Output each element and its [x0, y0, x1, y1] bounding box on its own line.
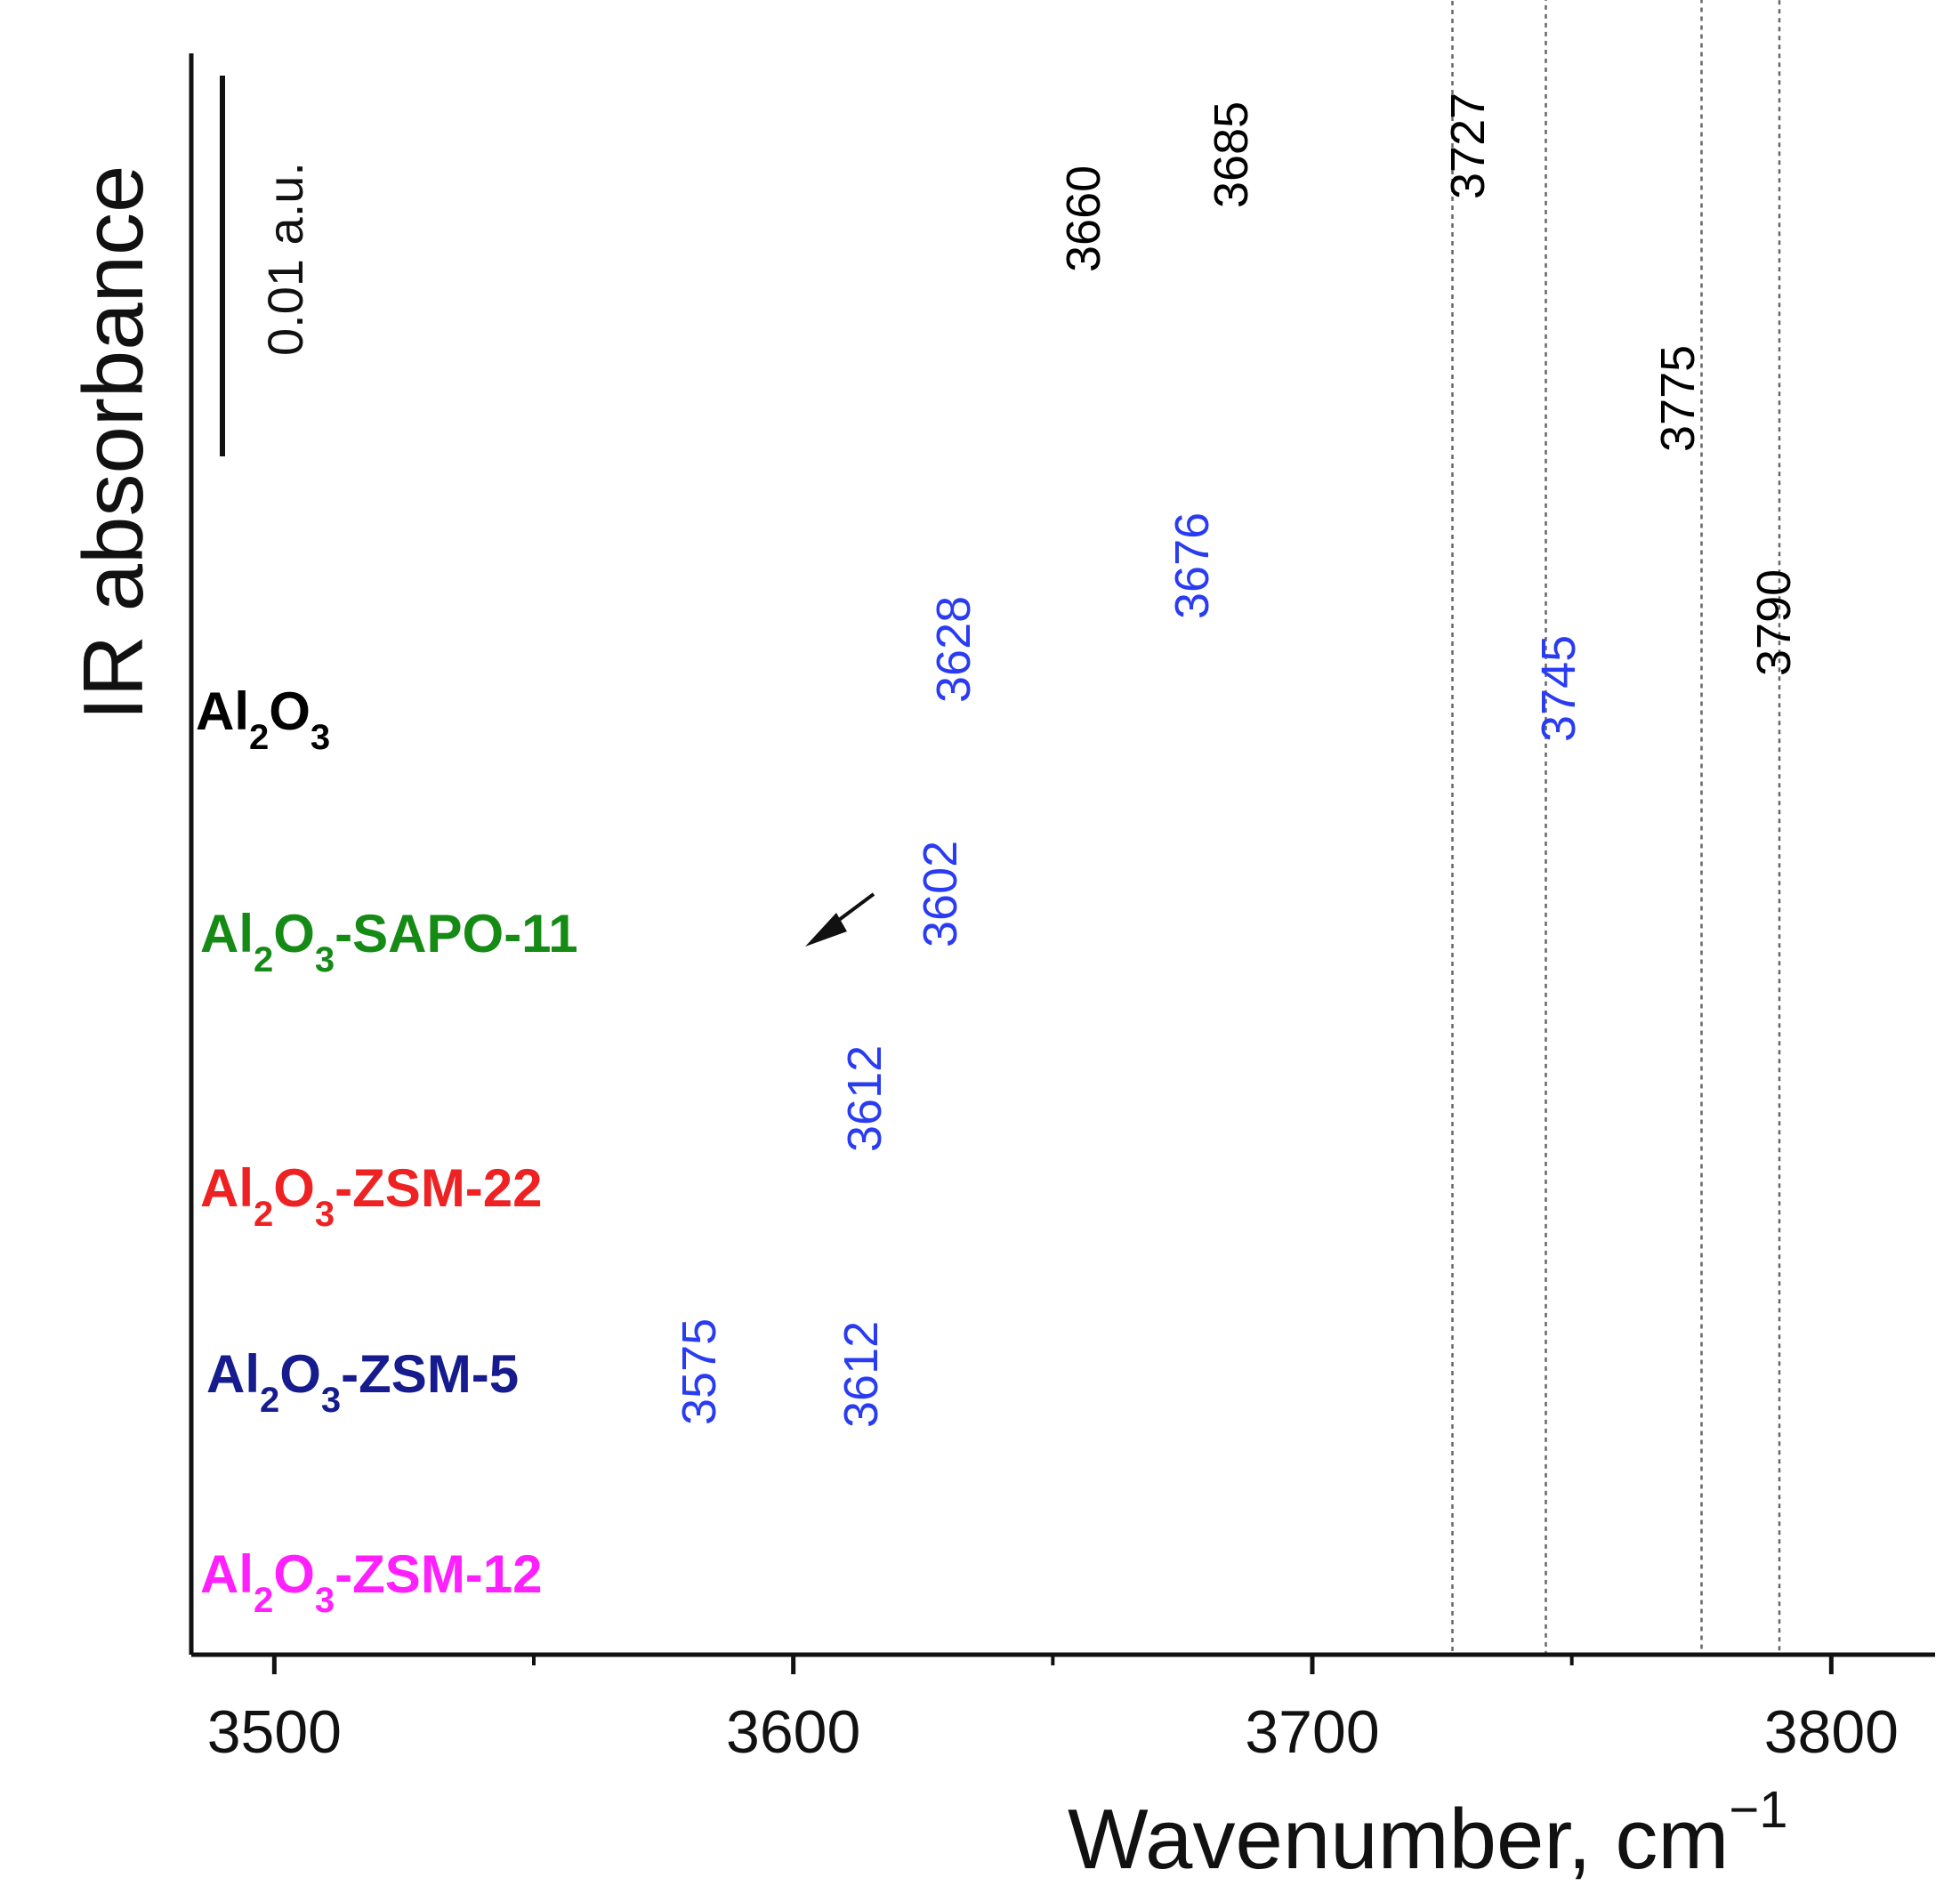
series-label-text: Al [200, 1544, 254, 1604]
peak-label-3612: 3612 [838, 1045, 891, 1152]
series-label-text: O [273, 904, 315, 963]
series-label-subscript: 2 [254, 1581, 273, 1620]
x-tick-label: 3500 [207, 1698, 342, 1766]
series-label-text: O [273, 1544, 315, 1604]
x-axis-title-unit-exp: −1 [1729, 1781, 1787, 1839]
series-label-subscript: 3 [321, 1381, 341, 1420]
series-label-text: -ZSM-22 [335, 1158, 542, 1218]
series-label-subscript: 2 [254, 940, 273, 979]
peak-label-3727: 3727 [1441, 93, 1495, 199]
peak-label-3612: 3612 [835, 1321, 888, 1428]
series-label-subscript: 2 [260, 1381, 279, 1420]
series-label-subscript: 2 [249, 718, 269, 757]
series-label-text: Al [206, 1344, 260, 1404]
axes [189, 53, 1935, 1657]
series-label-text: Al [200, 1158, 254, 1218]
series-label-text: Al [200, 904, 254, 963]
peak-labels: 3660 3685 3727 3775 3790 3628 3676 3745 3602 3612… [673, 93, 1801, 1428]
peak-label-3676: 3676 [1166, 512, 1219, 619]
series-label-zsm22: Al2O3-ZSM-22 [200, 1158, 543, 1234]
scale-bar: 0.01 a.u. [220, 76, 313, 456]
series-label-subscript: 3 [315, 940, 335, 979]
series-label-text: O [273, 1158, 315, 1218]
series-label-text: O [269, 681, 311, 741]
series-label-sapo11: Al2O3-SAPO-11 [200, 904, 578, 979]
x-tick-label: 3800 [1764, 1698, 1899, 1766]
y-axis-title: IR absorbance [66, 165, 161, 721]
x-axis-title-main: Wavenumber, cm [1068, 1792, 1729, 1887]
x-axis-title: Wavenumber, cm−1 [1068, 1781, 1787, 1887]
series-label-text: -SAPO-11 [335, 904, 577, 963]
peak-arrow [805, 892, 875, 947]
series-label-subscript: 3 [311, 718, 330, 757]
scale-bar-label: 0.01 a.u. [257, 162, 313, 356]
x-tick-label: 3700 [1245, 1698, 1379, 1766]
series-label-subscript: 3 [315, 1195, 335, 1234]
peak-label-3602: 3602 [914, 841, 967, 947]
reference-lines [1451, 0, 1781, 1655]
peak-arrow-head [805, 913, 847, 947]
peak-label-3685: 3685 [1205, 101, 1258, 208]
series-label-al2o3: Al2O3 [196, 681, 330, 757]
peak-label-3775: 3775 [1651, 345, 1705, 452]
x-tick-label: 3600 [726, 1698, 860, 1766]
series-label-text: Al [196, 681, 249, 741]
peak-label-3628: 3628 [927, 596, 980, 703]
series-label-subscript: 3 [315, 1581, 335, 1620]
series-label-subscript: 2 [254, 1195, 273, 1234]
peak-label-3745: 3745 [1532, 635, 1585, 742]
series-label-text: -ZSM-5 [341, 1344, 519, 1404]
peak-label-3790: 3790 [1747, 569, 1801, 676]
series-labels: Al2O3Al2O3-SAPO-11Al2O3-ZSM-22Al2O3-ZSM-… [196, 681, 578, 1620]
peak-label-3660: 3660 [1057, 165, 1110, 272]
x-ticks: 3500 3600 3700 3800 [207, 1655, 1899, 1766]
peak-label-3575: 3575 [673, 1318, 726, 1425]
series-label-text: -ZSM-12 [335, 1544, 542, 1604]
series-label-zsm5: Al2O3-ZSM-5 [206, 1344, 519, 1420]
series-label-zsm12: Al2O3-ZSM-12 [200, 1544, 543, 1620]
series-label-text: O [279, 1344, 321, 1404]
